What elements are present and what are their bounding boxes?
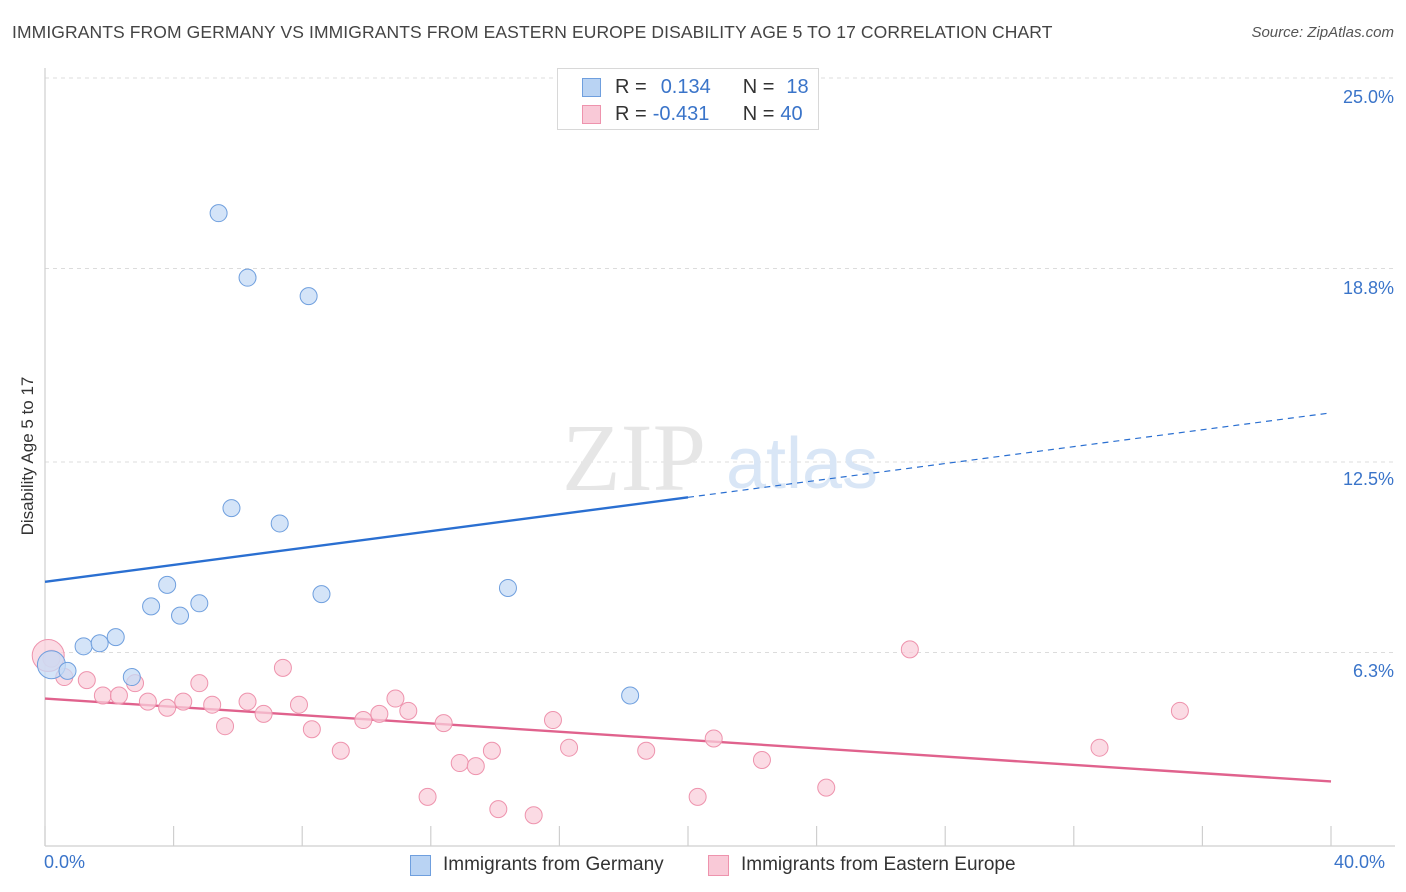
eastern-europe-point xyxy=(524,806,543,825)
germany-trend-line xyxy=(44,496,689,583)
chart-title: IMMIGRANTS FROM GERMANY VS IMMIGRANTS FR… xyxy=(12,22,1053,42)
y-axis-label: Disability Age 5 to 17 xyxy=(18,376,37,536)
correlation-legend: R = 0.134 N = 18 R = -0.431 N = 40 xyxy=(557,68,819,130)
r-value: -0.431 xyxy=(652,102,710,125)
germany-point xyxy=(171,606,190,625)
data-points xyxy=(31,204,1189,825)
eastern-europe-point xyxy=(489,800,508,819)
eastern-europe-point xyxy=(158,698,177,717)
eastern-europe-point xyxy=(817,778,836,797)
germany-point xyxy=(270,514,289,533)
r-label: R = xyxy=(615,102,647,125)
eastern-europe-legend-label: Immigrants from Eastern Europe xyxy=(741,854,1016,875)
eastern-europe-point xyxy=(450,754,469,773)
r-label: R = xyxy=(615,75,647,98)
eastern-europe-point xyxy=(190,674,209,693)
eastern-europe-point xyxy=(109,686,128,705)
eastern-europe-point xyxy=(289,695,308,714)
watermark: ZIP atlas xyxy=(562,404,878,511)
germany-point xyxy=(158,575,177,594)
axes xyxy=(44,68,1395,847)
eastern-europe-point xyxy=(704,729,723,748)
eastern-europe-point xyxy=(543,711,562,730)
germany-swatch-icon xyxy=(582,77,601,97)
eastern-europe-point xyxy=(466,757,485,776)
eastern-europe-trend-line xyxy=(44,697,1332,783)
n-label: N = xyxy=(742,75,775,98)
bottom-legend-germany: Immigrants from Germany xyxy=(410,852,664,878)
legend-row-eastern-europe: R = -0.431 N = 40 xyxy=(582,101,803,127)
germany-point xyxy=(299,287,318,306)
eastern-europe-legend-swatch-icon xyxy=(708,854,729,876)
eastern-europe-point xyxy=(331,741,350,760)
r-value: 0.134 xyxy=(660,75,711,98)
eastern-europe-point xyxy=(254,704,273,723)
eastern-europe-point xyxy=(434,714,453,733)
watermark-atlas: atlas xyxy=(726,424,878,504)
eastern-europe-point xyxy=(399,701,418,720)
y-tick-label-18-8: 18.8% xyxy=(1342,278,1394,298)
germany-point xyxy=(90,634,109,653)
y-tick-label-6-3: 6.3% xyxy=(1352,661,1394,681)
eastern-europe-point xyxy=(900,640,919,659)
eastern-europe-point xyxy=(302,720,321,739)
germany-trend-line-extension xyxy=(687,412,1332,498)
eastern-europe-point xyxy=(354,711,373,730)
source-label: Source: ZipAtlas.com xyxy=(1251,24,1394,41)
germany-point xyxy=(58,661,77,680)
eastern-europe-point xyxy=(273,658,292,677)
eastern-europe-point xyxy=(203,695,222,714)
germany-point xyxy=(498,578,517,597)
watermark-zip: ZIP xyxy=(562,404,706,511)
x-tick-label-min: 0.0% xyxy=(44,852,86,872)
bottom-legend-eastern-europe: Immigrants from Eastern Europe xyxy=(708,852,1016,878)
n-value: 18 xyxy=(786,75,809,98)
eastern-europe-point xyxy=(370,704,389,723)
eastern-europe-point xyxy=(560,738,579,757)
germany-point xyxy=(238,268,257,287)
eastern-europe-point xyxy=(77,671,96,690)
germany-point xyxy=(122,668,141,687)
eastern-europe-point xyxy=(752,750,771,769)
n-value: 40 xyxy=(780,102,803,125)
germany-point xyxy=(142,597,161,616)
eastern-europe-point xyxy=(1090,738,1109,757)
eastern-europe-point xyxy=(418,787,437,806)
germany-point xyxy=(106,628,125,647)
germany-point xyxy=(74,637,93,656)
eastern-europe-point xyxy=(1170,701,1189,720)
eastern-europe-point xyxy=(637,741,656,760)
x-tick-label-max: 40.0% xyxy=(1334,852,1386,872)
y-tick-label-12-5: 12.5% xyxy=(1342,469,1394,489)
germany-legend-label: Immigrants from Germany xyxy=(443,854,664,875)
eastern-europe-point xyxy=(93,686,112,705)
germany-point xyxy=(312,585,331,604)
eastern-europe-point xyxy=(174,692,193,711)
grid-lines xyxy=(45,77,1395,653)
eastern-europe-point xyxy=(386,689,405,708)
germany-point xyxy=(209,204,228,223)
legend-row-germany: R = 0.134 N = 18 xyxy=(582,74,809,100)
eastern-europe-swatch-icon xyxy=(582,104,601,124)
eastern-europe-point xyxy=(482,741,501,760)
germany-legend-swatch-icon xyxy=(410,854,431,876)
eastern-europe-point xyxy=(688,787,707,806)
eastern-europe-point xyxy=(138,692,157,711)
germany-point xyxy=(222,499,241,518)
n-label: N = xyxy=(742,102,775,125)
y-tick-label-25: 25.0% xyxy=(1342,87,1394,107)
eastern-europe-point xyxy=(216,717,235,736)
eastern-europe-point xyxy=(238,692,257,711)
germany-point xyxy=(190,594,209,613)
germany-point xyxy=(621,686,640,705)
